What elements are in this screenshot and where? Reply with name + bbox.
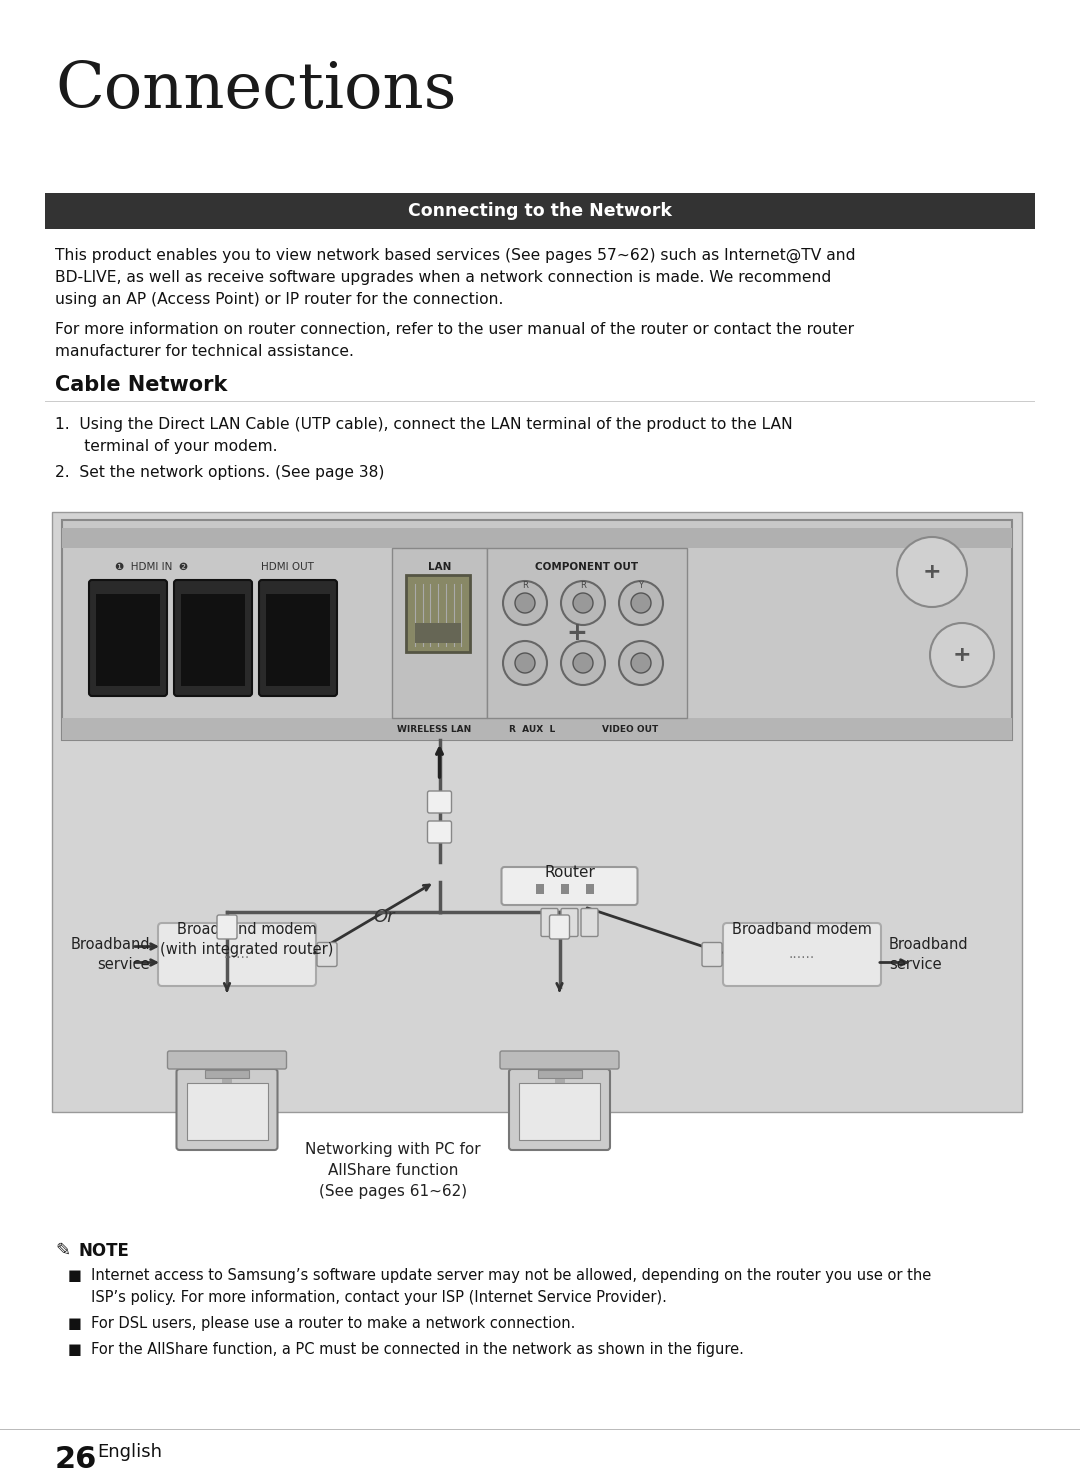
FancyBboxPatch shape [217,916,237,939]
Text: Connections: Connections [55,61,457,121]
Text: ■  For DSL users, please use a router to make a network connection.: ■ For DSL users, please use a router to … [68,1316,576,1331]
Text: ■  For the AllShare function, a PC must be connected in the network as shown in : ■ For the AllShare function, a PC must b… [68,1341,744,1358]
Text: R: R [522,581,528,590]
Bar [487,549,687,717]
Circle shape [561,640,605,685]
Text: using an AP (Access Point) or IP router for the connection.: using an AP (Access Point) or IP router … [55,291,503,308]
FancyBboxPatch shape [541,908,558,936]
FancyBboxPatch shape [167,1052,286,1069]
Bar [45,192,1035,229]
Bar [538,1069,581,1078]
FancyBboxPatch shape [723,923,881,986]
Text: 26: 26 [55,1445,97,1475]
Circle shape [619,640,663,685]
FancyBboxPatch shape [428,821,451,843]
Text: ❶  HDMI IN  ❷: ❶ HDMI IN ❷ [116,562,189,572]
Text: +: + [922,562,942,583]
FancyBboxPatch shape [96,595,160,686]
Text: +: + [953,645,971,666]
Circle shape [503,640,546,685]
Text: LAN: LAN [428,562,451,572]
Text: English: English [97,1444,162,1461]
Circle shape [897,537,967,606]
Text: This product enables you to view network based services (See pages 57~62) such a: This product enables you to view network… [55,248,855,263]
FancyBboxPatch shape [509,1069,610,1151]
Circle shape [619,581,663,626]
Bar [392,549,487,717]
FancyBboxPatch shape [500,1052,619,1069]
Circle shape [631,654,651,673]
Text: ✎: ✎ [55,1242,70,1260]
Text: ISP’s policy. For more information, contact your ISP (Internet Service Provider): ISP’s policy. For more information, cont… [68,1290,666,1304]
Text: BD-LIVE, as well as receive software upgrades when a network connection is made.: BD-LIVE, as well as receive software upg… [55,271,832,285]
FancyBboxPatch shape [174,580,252,697]
Text: NOTE: NOTE [78,1242,129,1260]
Text: Networking with PC for
AllShare function
(See pages 61~62): Networking with PC for AllShare function… [306,1142,481,1199]
FancyBboxPatch shape [318,942,337,966]
Text: HDMI OUT: HDMI OUT [260,562,313,572]
FancyBboxPatch shape [181,595,245,686]
Circle shape [561,581,605,626]
Text: Broadband modem: Broadband modem [732,921,872,938]
Text: WIRELESS LAN: WIRELESS LAN [397,725,471,734]
Text: Broadband
service: Broadband service [889,938,969,972]
Bar [205,1069,249,1078]
Text: 1.  Using the Direct LAN Cable (UTP cable), connect the LAN terminal of the prod: 1. Using the Direct LAN Cable (UTP cable… [55,417,793,432]
Bar [187,1083,268,1140]
Circle shape [515,593,535,612]
Circle shape [515,654,535,673]
Text: manufacturer for technical assistance.: manufacturer for technical assistance. [55,345,354,359]
Text: Connecting to the Network: Connecting to the Network [408,203,672,220]
FancyBboxPatch shape [561,908,578,936]
Circle shape [930,623,994,688]
FancyBboxPatch shape [406,575,470,652]
Text: ......: ...... [224,948,251,961]
FancyBboxPatch shape [702,942,723,966]
Bar [519,1083,600,1140]
Text: Router: Router [544,865,595,880]
FancyBboxPatch shape [176,1069,278,1151]
Text: ■  Internet access to Samsung’s software update server may not be allowed, depen: ■ Internet access to Samsung’s software … [68,1268,931,1282]
Bar [62,528,1012,549]
FancyBboxPatch shape [581,908,598,936]
Text: Or: Or [374,908,395,926]
Bar [62,521,1012,740]
Text: COMPONENT OUT: COMPONENT OUT [536,562,638,572]
Text: For more information on router connection, refer to the user manual of the route: For more information on router connectio… [55,322,854,337]
Text: Y: Y [638,581,644,590]
Circle shape [573,593,593,612]
Circle shape [503,581,546,626]
Bar [554,1072,565,1090]
Text: Broadband modem
(with integrated router): Broadband modem (with integrated router) [160,921,334,957]
Text: Cable Network: Cable Network [55,376,228,395]
Text: +: + [567,621,588,645]
FancyBboxPatch shape [158,923,316,986]
FancyBboxPatch shape [89,580,167,697]
Text: 2.  Set the network options. (See page 38): 2. Set the network options. (See page 38… [55,464,384,481]
Circle shape [573,654,593,673]
Text: VIDEO OUT: VIDEO OUT [602,725,658,734]
Text: R  AUX  L: R AUX L [509,725,555,734]
FancyBboxPatch shape [259,580,337,697]
Bar [62,717,1012,740]
Bar [415,623,461,643]
Text: ......: ...... [788,948,815,961]
Circle shape [631,593,651,612]
Bar [222,1072,232,1090]
Text: terminal of your modem.: terminal of your modem. [55,439,278,454]
Bar [585,884,594,893]
Text: R: R [580,581,586,590]
FancyBboxPatch shape [550,916,569,939]
Bar [52,512,1022,1112]
Text: Broadband
service: Broadband service [70,938,150,972]
FancyBboxPatch shape [266,595,330,686]
FancyBboxPatch shape [428,791,451,813]
Bar [561,884,568,893]
Bar [72,549,392,717]
Bar [536,884,543,893]
FancyBboxPatch shape [501,867,637,905]
